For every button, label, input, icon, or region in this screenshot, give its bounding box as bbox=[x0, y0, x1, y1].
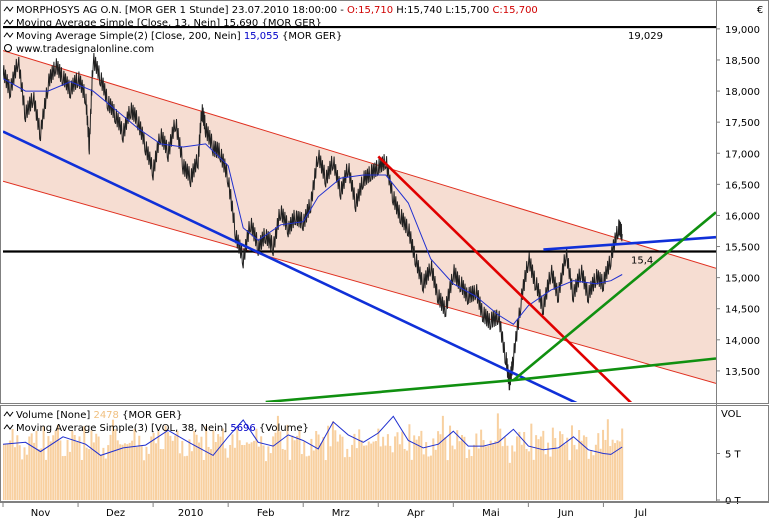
x-tick-label: Dez bbox=[106, 508, 125, 519]
legend-segment: {MOR GER} bbox=[119, 410, 183, 421]
level-label-15400: 15,4 bbox=[631, 256, 653, 267]
price-legend-entry: MORPHOSYS AG O.N. [MOR GER 1 Stunde] 23.… bbox=[16, 5, 538, 16]
price-panel: 19,029 15,4 13,500 14,000 14,500 15,000 15,500… bbox=[0, 0, 769, 502]
trendline-blue-resistance bbox=[543, 235, 716, 251]
price-y-tick-label: 19,000 bbox=[725, 25, 760, 36]
price-y-tick-label: 18,500 bbox=[725, 56, 760, 67]
x-tick-label: 2010 bbox=[178, 508, 203, 519]
price-y-tick-label: 15,500 bbox=[725, 243, 760, 254]
legend-segment: 2478 bbox=[93, 410, 118, 421]
trendline-green-shallow bbox=[265, 357, 716, 402]
legend-line-icon bbox=[3, 6, 14, 12]
volume-ma-series-line bbox=[3, 415, 623, 457]
legend-segment: Moving Average Simple(3) [VOL, 38, Nein] bbox=[16, 423, 230, 434]
copyright-icon bbox=[4, 44, 12, 52]
trendline-red-downtrend bbox=[377, 155, 633, 402]
x-tick-label: Nov bbox=[31, 508, 51, 519]
price-legend-entry: Moving Average Simple(2) [Close, 200, Ne… bbox=[16, 31, 342, 42]
price-y-tick-label: 16,000 bbox=[725, 211, 760, 222]
legend-segment: {Volume} bbox=[256, 423, 309, 434]
legend-segment: 5696 bbox=[230, 423, 255, 434]
legend-segment: {MOR GER} bbox=[279, 31, 343, 42]
price-y-tick-label: 14,000 bbox=[725, 336, 760, 347]
price-legend-entry: Moving Average Simple [Close, 13, Nein] … bbox=[16, 18, 322, 29]
legend-line-icon bbox=[3, 32, 14, 38]
legend-line-icon bbox=[3, 424, 14, 430]
legend-segment: H:15,740 L:15,700 bbox=[393, 5, 492, 16]
watermark-text: www.tradesignalonline.com bbox=[16, 44, 154, 55]
legend-segment: 15,055 bbox=[244, 31, 279, 42]
price-plot-area bbox=[3, 25, 716, 402]
x-tick-label: Jul bbox=[634, 508, 647, 519]
currency-symbol: € bbox=[757, 5, 763, 16]
price-y-tick-label: 14,500 bbox=[725, 305, 760, 316]
price-y-tick-label: 17,500 bbox=[725, 118, 760, 129]
volume-legend-entry: Moving Average Simple(3) [VOL, 38, Nein]… bbox=[16, 423, 309, 434]
x-tick-label: Jun bbox=[557, 508, 574, 519]
trendline-green-steep bbox=[512, 211, 716, 382]
trendline-blue-support bbox=[3, 130, 578, 402]
x-tick-label: Apr bbox=[407, 508, 425, 519]
price-series-line bbox=[3, 52, 623, 391]
volume-legend-entry: Volume [None] 2478 {MOR GER} bbox=[16, 410, 182, 421]
legend-line-icon bbox=[3, 411, 14, 417]
price-y-tick-label: 13,500 bbox=[725, 367, 760, 378]
volume-panel: 0 T 5 T VOL Volume [None] 2478 {MOR GER} Mov… bbox=[0, 405, 769, 507]
price-y-tick-label: 16,500 bbox=[725, 180, 760, 191]
x-tick-label: Mrz bbox=[332, 508, 350, 519]
legend-segment: MORPHOSYS AG O.N. [MOR GER 1 Stunde] 23.… bbox=[16, 5, 347, 16]
x-tick-label: Feb bbox=[257, 508, 275, 519]
regression-channel-fill bbox=[3, 50, 716, 384]
legend-segment: O:15,710 bbox=[347, 5, 393, 16]
price-y-tick-label: 18,000 bbox=[725, 87, 760, 98]
volume-y-tick-label: 5 T bbox=[725, 450, 742, 461]
level-label-19029: 19,029 bbox=[628, 31, 663, 42]
channel-upper-line bbox=[3, 50, 716, 269]
price-y-tick-label: 15,000 bbox=[725, 274, 760, 285]
x-tick-label: Mai bbox=[482, 508, 500, 519]
channel-lower-line bbox=[3, 180, 716, 384]
x-axis: Nov Dez 2010 Feb Mrz Apr Mai Jun Jul bbox=[0, 502, 769, 519]
volume-axis-title: VOL bbox=[721, 409, 742, 420]
volume-y-tick-label: 0 T bbox=[725, 496, 742, 507]
legend-segment: Moving Average Simple [Close, 13, Nein] … bbox=[16, 18, 322, 29]
volume-plot-area bbox=[3, 413, 624, 500]
ma13-series-line bbox=[3, 78, 623, 325]
price-y-tick-label: 17,000 bbox=[725, 149, 760, 160]
legend-segment: Volume [None] bbox=[16, 410, 93, 421]
legend-segment: C:15,700 bbox=[492, 5, 537, 16]
legend-segment: Moving Average Simple(2) [Close, 200, Ne… bbox=[16, 31, 244, 42]
legend-line-icon bbox=[3, 19, 14, 25]
